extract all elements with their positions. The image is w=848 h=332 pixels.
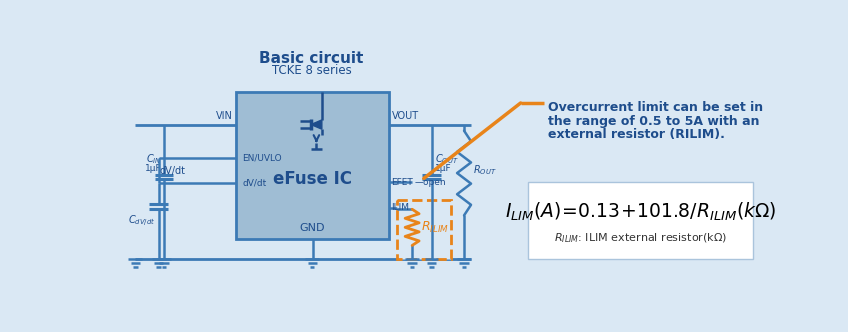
Text: Overcurrent limit can be set in: Overcurrent limit can be set in [548,102,763,115]
Bar [528,182,753,259]
Text: the range of 0.5 to 5A with an: the range of 0.5 to 5A with an [548,115,759,127]
Bar [397,200,451,259]
Text: dV/dt: dV/dt [159,166,186,176]
Text: $C_{dV/dt}$: $C_{dV/dt}$ [128,214,155,229]
Text: GND: GND [300,223,326,233]
Polygon shape [311,120,322,129]
Text: $R_{OUT}$: $R_{OUT}$ [473,163,497,177]
Bar [237,92,389,238]
Text: Basic circuit: Basic circuit [259,50,364,66]
Text: EN/UVLO: EN/UVLO [243,153,282,163]
Text: VIN: VIN [216,112,233,122]
Text: $R_{ILIM}$: ILIM external resistor(k$\Omega$): $R_{ILIM}$: ILIM external resistor(k$\Om… [555,231,728,245]
Text: external resistor (RILIM).: external resistor (RILIM). [548,127,725,141]
Text: VOUT: VOUT [392,112,419,122]
Text: $C_{OUT}$: $C_{OUT}$ [434,152,458,166]
Text: $\mathit{I}_{LIM}(A)\!=\!0.13\!+\!101.8/\mathit{R}_{ILIM}(k\Omega)$: $\mathit{I}_{LIM}(A)\!=\!0.13\!+\!101.8/… [505,201,777,223]
Text: $C_{IN}$: $C_{IN}$ [146,152,162,166]
Text: dV/dt: dV/dt [243,178,266,187]
Text: $R_{ILIM}$: $R_{ILIM}$ [421,220,449,235]
Text: 1μF: 1μF [434,164,451,173]
Text: eFuse IC: eFuse IC [273,170,352,188]
Text: EFET: EFET [391,178,413,187]
Text: 1μF: 1μF [145,164,162,173]
Text: ILIM: ILIM [391,203,410,212]
Text: —open: —open [415,178,446,187]
Text: TCKE 8 series: TCKE 8 series [271,64,351,77]
